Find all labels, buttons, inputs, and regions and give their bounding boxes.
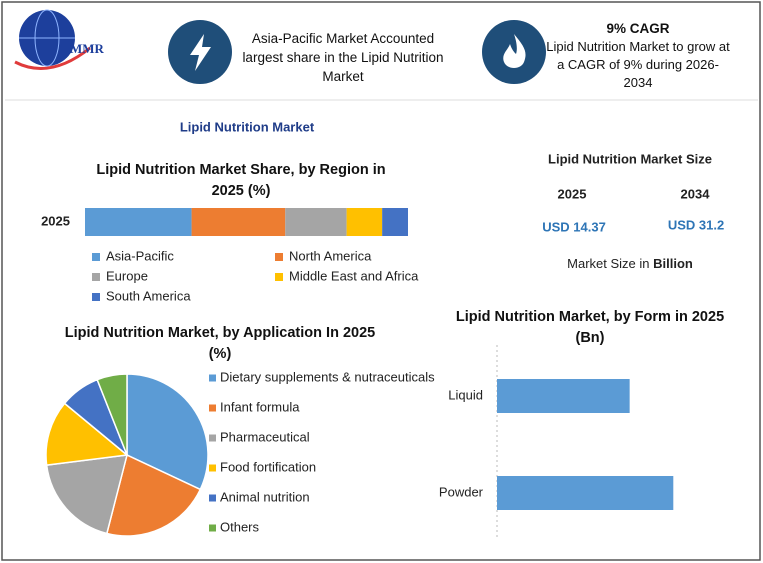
size-year: 2034 — [681, 186, 711, 201]
legend-swatch — [209, 404, 216, 412]
bar-segment — [285, 208, 347, 236]
pie-slice — [45, 454, 129, 535]
logo-swoosh — [14, 46, 91, 70]
legend-swatch — [209, 494, 216, 502]
icon-flame — [503, 34, 526, 68]
legend-label: Others — [220, 519, 260, 534]
info2-title: 9% CAGR — [606, 21, 670, 36]
legend-label: South America — [106, 288, 191, 303]
legend-label: Asia-Pacific — [106, 248, 174, 263]
chart-title: Lipid Nutrition Market Share, by Region … — [96, 162, 386, 199]
pie-slice — [45, 402, 129, 466]
legend-swatch — [209, 524, 216, 532]
size-note: Market Size in Billion — [567, 256, 693, 271]
legend-label: Europe — [106, 268, 148, 283]
size-note-unit: Billion — [653, 256, 693, 271]
info2-text: Lipid Nutrition Market to grow at a CAGR… — [546, 39, 730, 90]
logo-text: MMR — [70, 41, 105, 56]
bar-segment — [382, 208, 408, 236]
legend-swatch — [92, 253, 100, 261]
size-value: USD 31.2 — [668, 217, 724, 232]
pie-slice — [105, 453, 202, 537]
legend-label: Infant formula — [220, 399, 300, 414]
size-value: USD 14.37 — [542, 219, 606, 234]
legend-label: Food fortification — [220, 459, 316, 474]
legend-label: Middle East and Africa — [289, 268, 419, 283]
legend-label: Animal nutrition — [220, 489, 310, 504]
chart-title: Lipid Nutrition Market, by Form in 2025 … — [455, 309, 725, 346]
bar-segment — [191, 208, 286, 236]
legend-swatch — [275, 253, 283, 261]
bar-segment — [346, 208, 383, 236]
icon-bolt — [190, 34, 211, 71]
legend-swatch — [209, 464, 216, 472]
pie-slice — [126, 373, 209, 491]
legend-swatch — [92, 293, 100, 301]
pie-slice — [96, 373, 128, 456]
size-note-prefix: Market Size in — [567, 256, 649, 271]
legend-swatch — [275, 273, 283, 281]
legend-label: Dietary supplements & nutraceuticals — [220, 369, 435, 384]
bar — [497, 476, 674, 510]
bar-segment — [85, 208, 192, 236]
info1: Asia-Pacific Market Accounted largest sh… — [242, 31, 444, 84]
y-tick-label: Powder — [439, 484, 484, 499]
y-tick-label: 2025 — [41, 213, 70, 228]
legend-swatch — [209, 374, 216, 382]
legend-swatch — [92, 273, 100, 281]
legend-label: North America — [289, 248, 372, 263]
chart-title: Lipid Nutrition Market, by Application I… — [64, 325, 376, 362]
size-year: 2025 — [558, 186, 587, 201]
legend-swatch — [209, 434, 216, 442]
main-title: Lipid Nutrition Market — [180, 119, 315, 134]
legend-label: Pharmaceutical — [220, 429, 310, 444]
bar — [497, 379, 630, 413]
y-tick-label: Liquid — [448, 387, 483, 402]
size-title: Lipid Nutrition Market Size — [548, 151, 712, 166]
